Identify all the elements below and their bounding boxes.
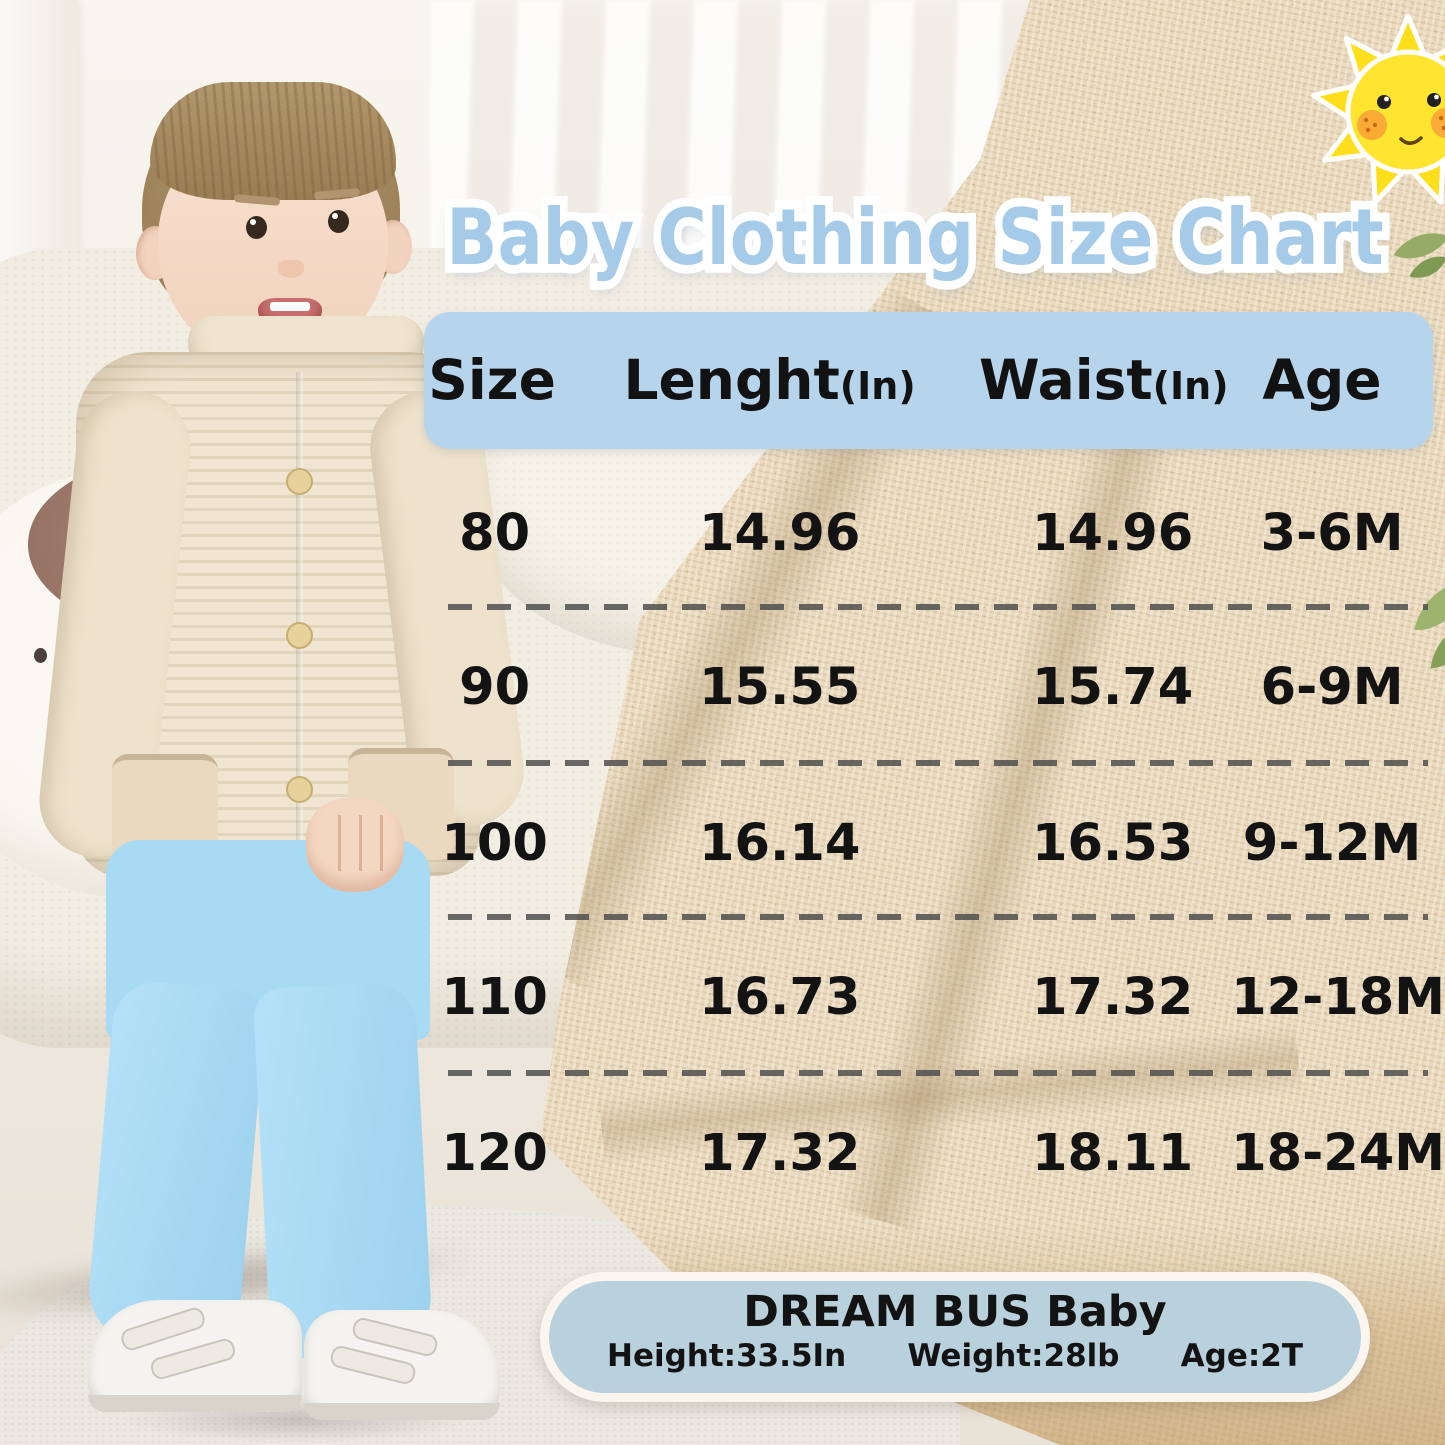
- cell-length: 16.73: [698, 967, 861, 1027]
- leaf-icon: [1393, 233, 1445, 278]
- cell-age: 3-6M: [1260, 503, 1404, 563]
- model-stats: Height:33.5In Weight:28lb Age:2T: [607, 1338, 1303, 1374]
- boy-nose: [278, 260, 304, 278]
- boy-bangs: [150, 82, 396, 200]
- model-height: Height:33.5In: [607, 1338, 847, 1375]
- plush-toy-eye: [34, 648, 47, 663]
- cell-waist: 14.96: [1031, 503, 1194, 563]
- cell-size: 80: [459, 503, 531, 563]
- row-divider: [448, 604, 1428, 610]
- cell-age: 12-18M: [1231, 967, 1445, 1027]
- cell-size: 120: [441, 1123, 548, 1183]
- row-divider: [448, 1070, 1428, 1076]
- cell-waist: 17.32: [1031, 967, 1194, 1027]
- page-title: Baby Clothing Size Chart Baby Clothing S…: [395, 183, 1435, 291]
- cell-age: 9-12M: [1242, 813, 1422, 873]
- brand-name: DREAM BUS Baby: [743, 1287, 1167, 1337]
- page-title-outline: Baby Clothing Size Chart: [439, 183, 1391, 291]
- table-row: 120 17.32 18.11 18-24M: [424, 1078, 1445, 1228]
- row-divider: [448, 914, 1428, 920]
- boy-hand: [306, 798, 404, 892]
- cell-waist: 16.53: [1031, 813, 1194, 873]
- size-table-header: Size Lenght(In) Waist(In) Age: [424, 312, 1433, 449]
- model-age: Age:2T: [1180, 1338, 1303, 1375]
- model-info-banner: DREAM BUS Baby Height:33.5In Weight:28lb…: [540, 1272, 1370, 1402]
- column-header-length: Lenght(In): [623, 348, 916, 412]
- table-row: 80 14.96 14.96 3-6M: [424, 458, 1433, 608]
- cell-age: 18-24M: [1231, 1123, 1445, 1183]
- table-row: 100 16.14 16.53 9-12M: [424, 768, 1433, 918]
- cell-length: 14.96: [698, 503, 861, 563]
- column-header-age: Age: [1262, 348, 1382, 412]
- cardigan-button: [286, 468, 313, 495]
- cardigan-placket: [296, 372, 303, 868]
- cardigan-button: [286, 776, 313, 803]
- cell-size: 110: [441, 967, 548, 1027]
- row-divider: [448, 760, 1428, 766]
- column-header-waist: Waist(In): [978, 348, 1229, 412]
- cell-waist: 18.11: [1031, 1123, 1194, 1183]
- column-header-size: Size: [428, 348, 556, 412]
- table-row: 90 15.55 15.74 6-9M: [424, 612, 1433, 762]
- cell-size: 90: [459, 657, 531, 717]
- cardigan-button: [286, 622, 313, 649]
- sun-icon: [1310, 13, 1445, 205]
- cell-size: 100: [441, 813, 548, 873]
- page-title-text: Baby Clothing Size Chart: [446, 192, 1384, 283]
- boy-eye: [246, 216, 267, 239]
- cell-waist: 15.74: [1031, 657, 1194, 717]
- boy-eye: [328, 210, 349, 233]
- cell-length: 17.32: [698, 1123, 861, 1183]
- cell-age: 6-9M: [1260, 657, 1404, 717]
- table-row: 110 16.73 17.32 12-18M: [424, 922, 1445, 1072]
- cell-length: 15.55: [698, 657, 861, 717]
- cell-length: 16.14: [698, 813, 861, 873]
- leaf-icon: [1414, 587, 1445, 669]
- model-weight: Weight:28lb: [907, 1338, 1120, 1375]
